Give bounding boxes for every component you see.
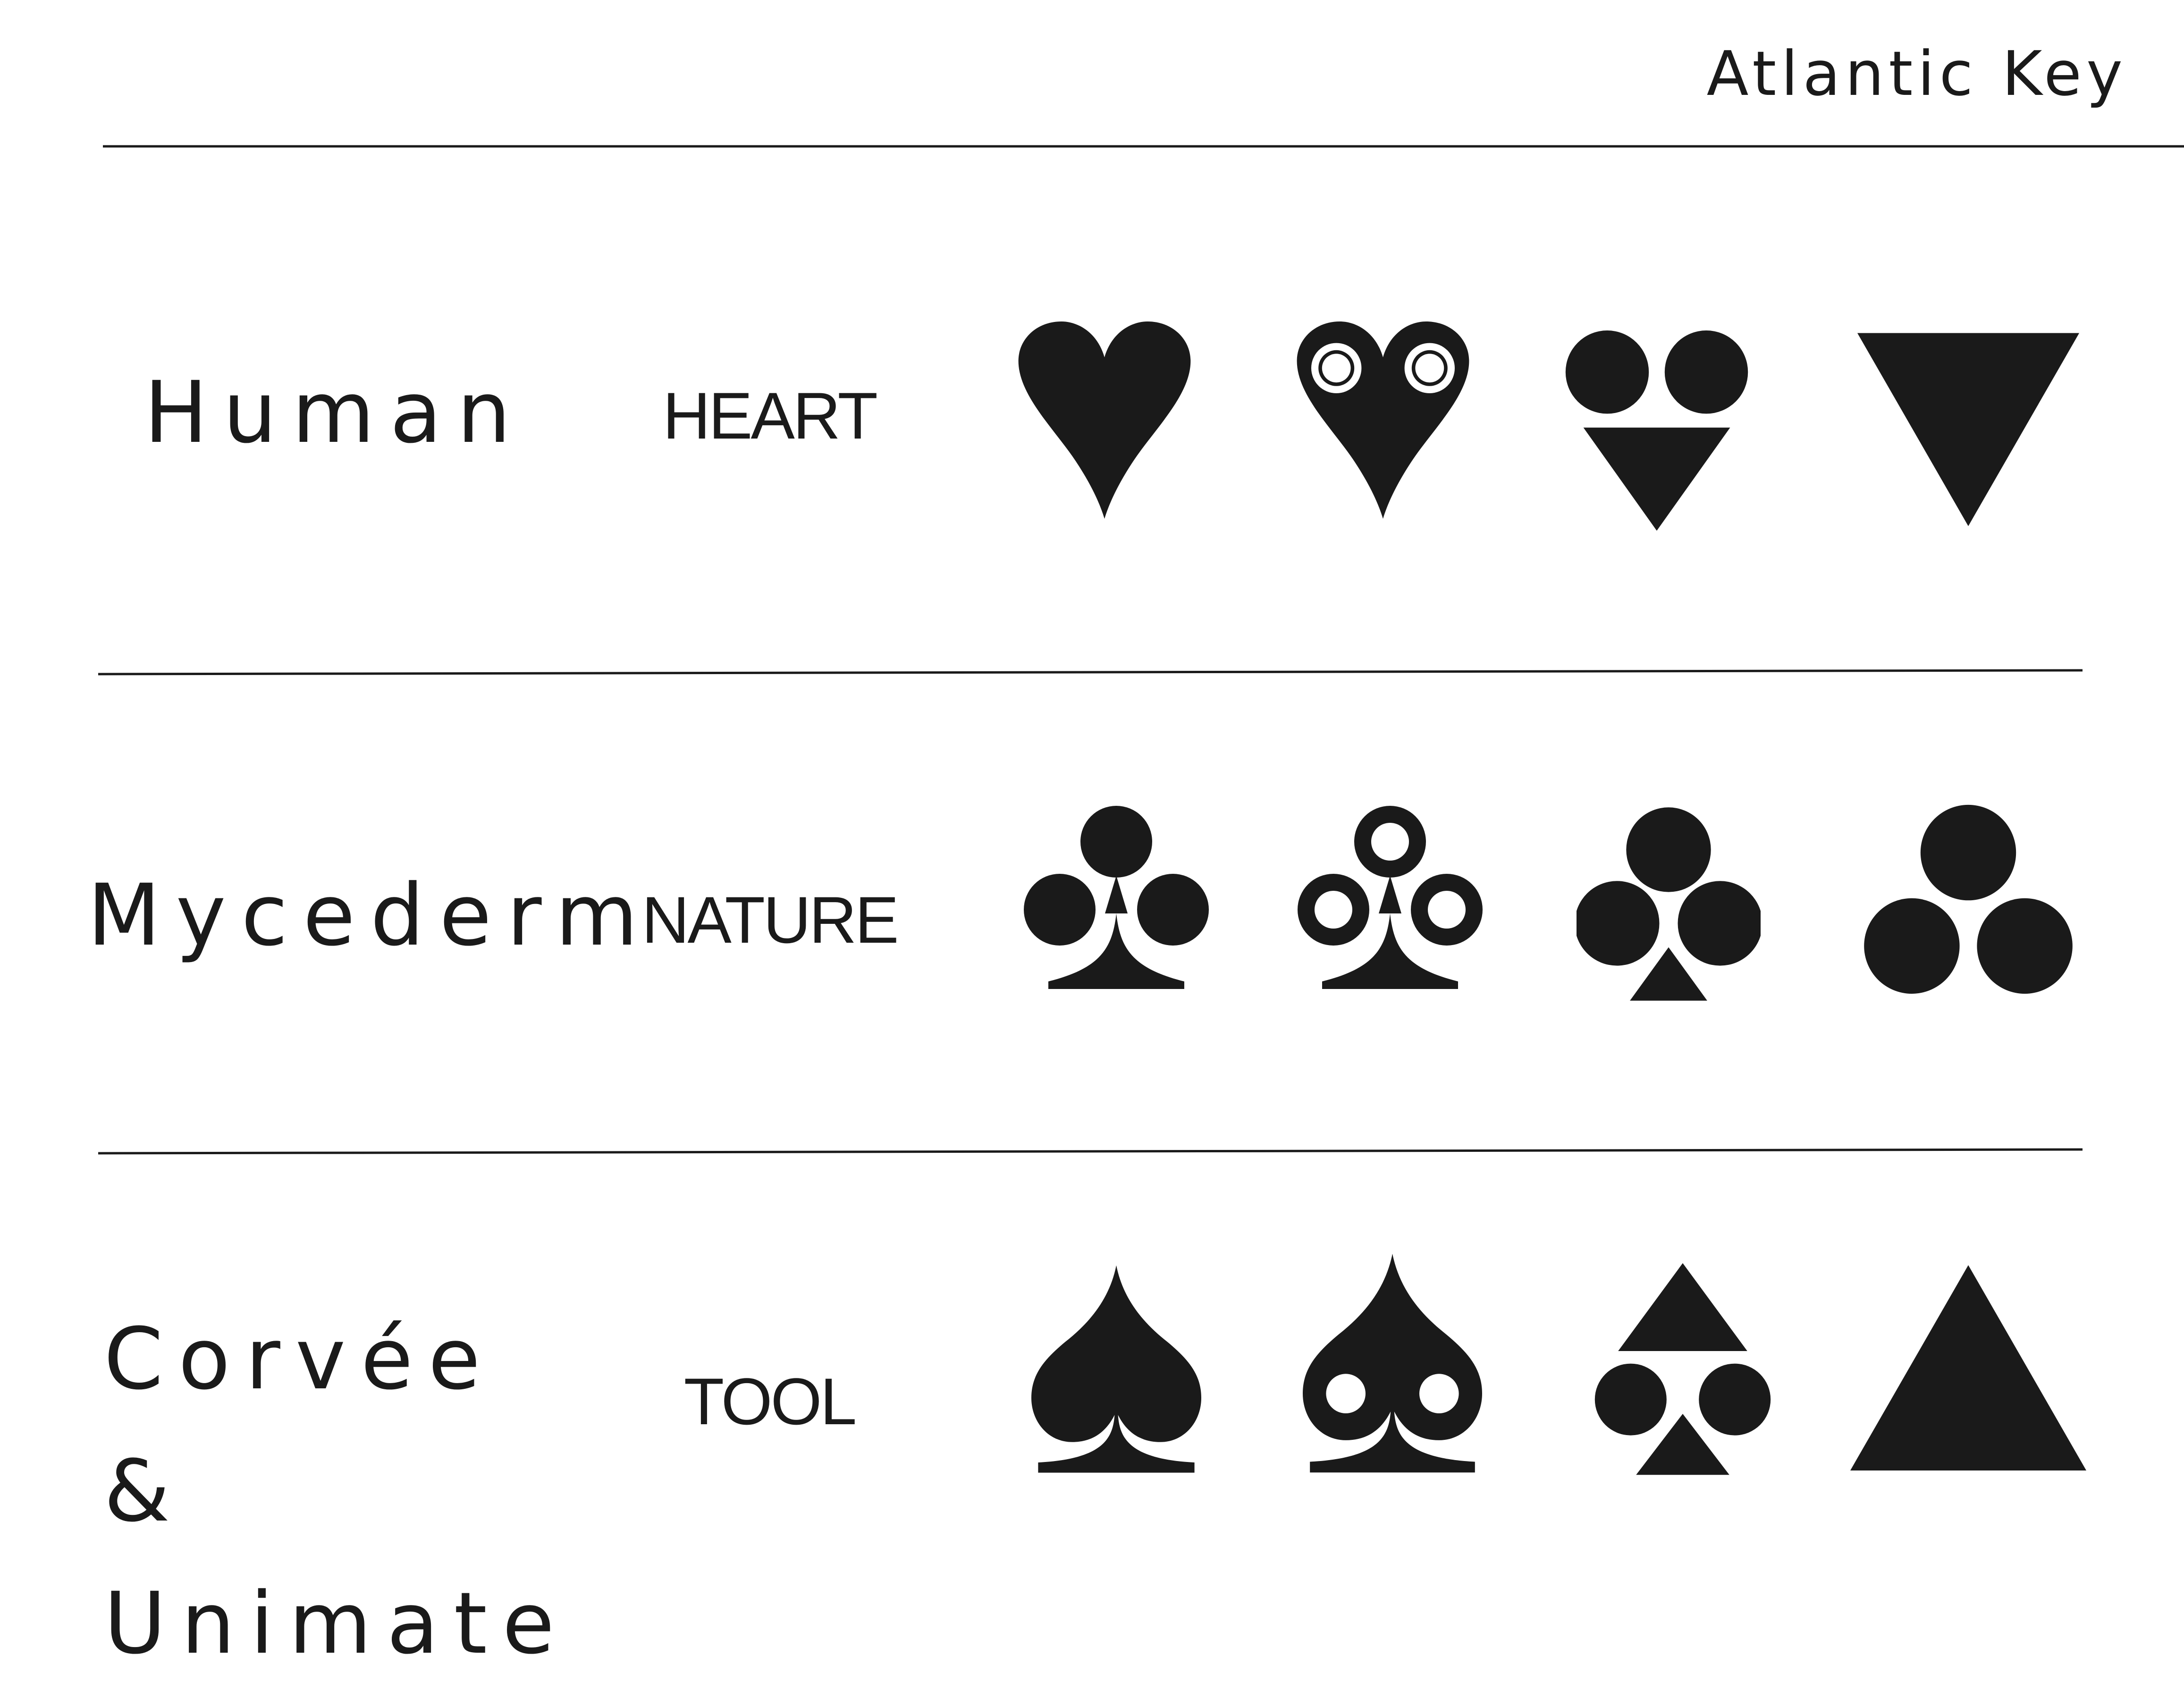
faction-name: Corvée & Unimate [104, 1310, 570, 1673]
spade-with-circles-icon [1303, 1253, 1482, 1473]
two-circles-over-triangle-icon [1565, 330, 1748, 531]
category-label: HEART [663, 379, 878, 453]
faction-name: Human [144, 363, 526, 462]
faction-name: Mycederm [87, 866, 653, 965]
downward-triangle-icon [1857, 333, 2079, 526]
triangles-and-circles-icon [1594, 1263, 1771, 1475]
club-with-circles-icon [1298, 806, 1483, 989]
heart-with-circles-icon [1297, 321, 1469, 519]
three-circles-icon [1864, 804, 2073, 994]
spade-suit-icon [1031, 1265, 1201, 1473]
three-circles-over-triangle-icon [1577, 807, 1761, 1001]
upward-triangle-icon [1850, 1265, 2086, 1470]
club-suit-icon [1024, 806, 1209, 989]
category-label: TOOL [683, 1364, 857, 1438]
heart-suit-icon [1018, 321, 1191, 519]
category-label: NATURE [641, 883, 899, 957]
page-title: Atlantic Key [1706, 38, 2127, 110]
